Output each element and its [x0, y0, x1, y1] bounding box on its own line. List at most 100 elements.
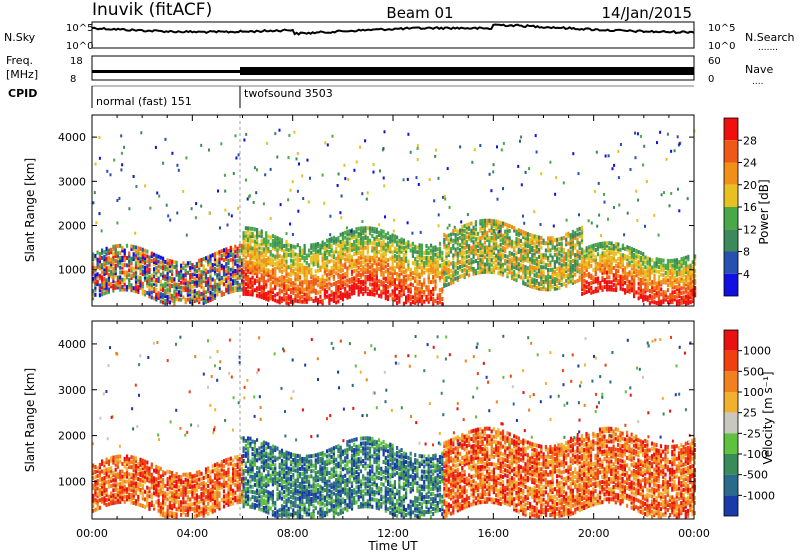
power-cell-2121 [396, 296, 399, 301]
power-cell-3120 [540, 272, 543, 277]
power-cell-2060 [387, 248, 390, 253]
power-scatter-101 [323, 201, 326, 205]
power-cell-2142 [398, 285, 401, 290]
power-cell-2158 [398, 243, 401, 248]
power-cell-2051 [387, 284, 390, 289]
velocity-cell-187 [123, 459, 126, 464]
power-cell-468 [173, 282, 176, 287]
power-cell-2430 [436, 259, 439, 264]
power-cell-3018 [526, 278, 529, 283]
velocity-cell-531 [184, 472, 187, 477]
power-cell-386 [159, 287, 162, 292]
power-cell-780 [229, 253, 232, 258]
power-cell-2246 [411, 275, 414, 280]
power-cell-3506 [599, 254, 602, 259]
power-cell-2889 [506, 264, 509, 269]
velocity-cell-4 [92, 496, 95, 501]
power-cell-3936 [671, 270, 674, 275]
power-cell-915 [247, 238, 250, 243]
power-cell-634 [204, 270, 208, 275]
power-cell-3263 [562, 257, 565, 262]
power-cell-2263 [414, 271, 417, 276]
power-cell-3437 [587, 272, 591, 277]
power-cell-1228 [283, 256, 286, 261]
power-cell-1008 [258, 284, 261, 289]
power-cell-519 [184, 280, 187, 285]
velocity-cell-169 [121, 489, 124, 494]
power-scatter-223 [441, 195, 444, 199]
power-cell-3274 [565, 261, 568, 266]
power-cell-3218 [556, 266, 559, 271]
power-cell-3050 [529, 232, 532, 237]
power-cell-4060 [691, 299, 694, 304]
power-cell-2677 [474, 220, 477, 225]
power-cell-1722 [348, 263, 351, 268]
power-cell-1718 [348, 285, 351, 290]
power-cell-777 [229, 272, 232, 277]
power-scatter-151 [473, 148, 476, 152]
power-cell-1017 [258, 257, 261, 262]
power-cell-3100 [538, 284, 541, 289]
power-cell-589 [198, 283, 201, 288]
power-cell-410 [164, 294, 167, 298]
power-cell-932 [249, 255, 252, 260]
power-cell-3490 [596, 266, 600, 271]
power-scatter-88 [383, 184, 386, 188]
power-cell-551 [191, 294, 194, 299]
power-cell-3807 [648, 274, 651, 279]
power-cell-251 [134, 252, 138, 257]
power-cell-3641 [621, 267, 624, 272]
power-cell-3548 [606, 255, 609, 260]
power-cell-1220 [283, 285, 286, 290]
power-cell-1998 [380, 255, 383, 260]
power-cell-917 [247, 233, 250, 238]
power-cell-758 [227, 287, 230, 292]
power-cell-3593 [612, 251, 615, 256]
power-cell-970 [253, 263, 256, 268]
power-cell-2334 [423, 270, 426, 275]
power-cell-1255 [287, 296, 290, 301]
power-cell-866 [242, 257, 245, 262]
power-cell-2752 [486, 233, 489, 238]
power-cell-197 [125, 273, 129, 277]
power-cell-94 [107, 282, 110, 287]
power-cell-1144 [274, 286, 277, 291]
power-cell-3929 [671, 292, 674, 297]
power-cell-2587 [461, 232, 464, 237]
power-cell-2608 [465, 259, 468, 264]
power-cell-3880 [662, 297, 665, 302]
power-scatter-25 [289, 188, 292, 192]
velocity-cell-484 [175, 472, 178, 476]
power-yticks-label-2: 3000 [58, 175, 86, 188]
velocity-cell-97 [107, 459, 110, 464]
power-cell-3113 [538, 237, 541, 242]
power-cell-599 [200, 296, 203, 301]
power-cell-2817 [495, 236, 498, 241]
power-colorbar-swatch-3 [724, 184, 738, 207]
power-cell-2176 [400, 244, 403, 249]
power-cell-3471 [594, 289, 597, 294]
power-cell-3440 [587, 259, 591, 264]
power-scatter-218 [359, 145, 362, 149]
power-cell-2186 [402, 279, 405, 284]
power-cell-686 [213, 269, 217, 274]
power-cell-2366 [427, 258, 430, 263]
power-cell-2666 [474, 268, 477, 273]
power-cell-644 [207, 279, 210, 284]
power-cell-2119 [393, 234, 396, 239]
power-cell-2244 [411, 295, 414, 300]
velocity-cell-540 [186, 485, 189, 490]
power-cell-1525 [323, 254, 326, 259]
power-cell-2810 [495, 263, 498, 268]
power-cell-2043 [384, 247, 387, 252]
velocity-cell-395 [162, 513, 165, 518]
power-cell-3204 [553, 269, 556, 274]
power-cell-4057 [689, 268, 692, 273]
power-cell-4027 [685, 260, 688, 265]
power-cell-3180 [549, 253, 552, 258]
power-cell-3198 [551, 236, 554, 241]
velocity-cell-264 [137, 487, 140, 492]
velocity-cell-322 [146, 465, 149, 470]
power-cell-1904 [368, 241, 372, 245]
power-cell-3842 [655, 291, 658, 296]
